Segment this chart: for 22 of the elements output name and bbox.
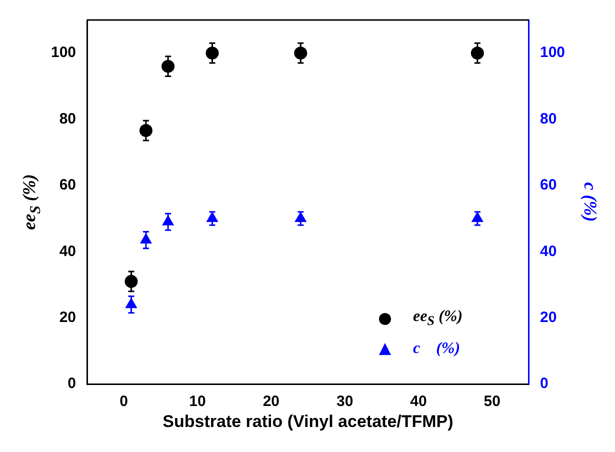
x-tick-label: 50	[484, 393, 500, 410]
y-tick-label: 100	[50, 44, 76, 62]
y2-tick-label: 80	[540, 110, 557, 128]
x-tick-label: 10	[189, 393, 206, 410]
x-tick-label: 0	[120, 393, 128, 410]
y-tick-label: 80	[59, 110, 76, 128]
y2-tick-label: 100	[540, 44, 566, 62]
y-tick-label: 0	[68, 375, 76, 392]
y2-tick-label: 40	[540, 242, 557, 260]
y2-tick-label: 0	[540, 375, 548, 392]
y2-axis-title: c (%)	[580, 182, 600, 222]
y-tick-label: 60	[59, 176, 76, 194]
x-tick-label: 30	[336, 393, 354, 410]
x-tick-label: 40	[410, 393, 427, 410]
y2-tick-label: 20	[540, 308, 557, 326]
x-tick-label: 20	[262, 393, 280, 410]
y-tick-label: 40	[59, 242, 76, 260]
legend-label: ee$_{S}$ (%)	[412, 308, 463, 330]
x-axis-title: Substrate ratio (Vinyl acetate/TFMP)	[162, 412, 454, 432]
y2-tick-label: 60	[540, 176, 557, 194]
legend-label: c (%)	[412, 340, 460, 358]
y-tick-label: 20	[59, 308, 76, 326]
